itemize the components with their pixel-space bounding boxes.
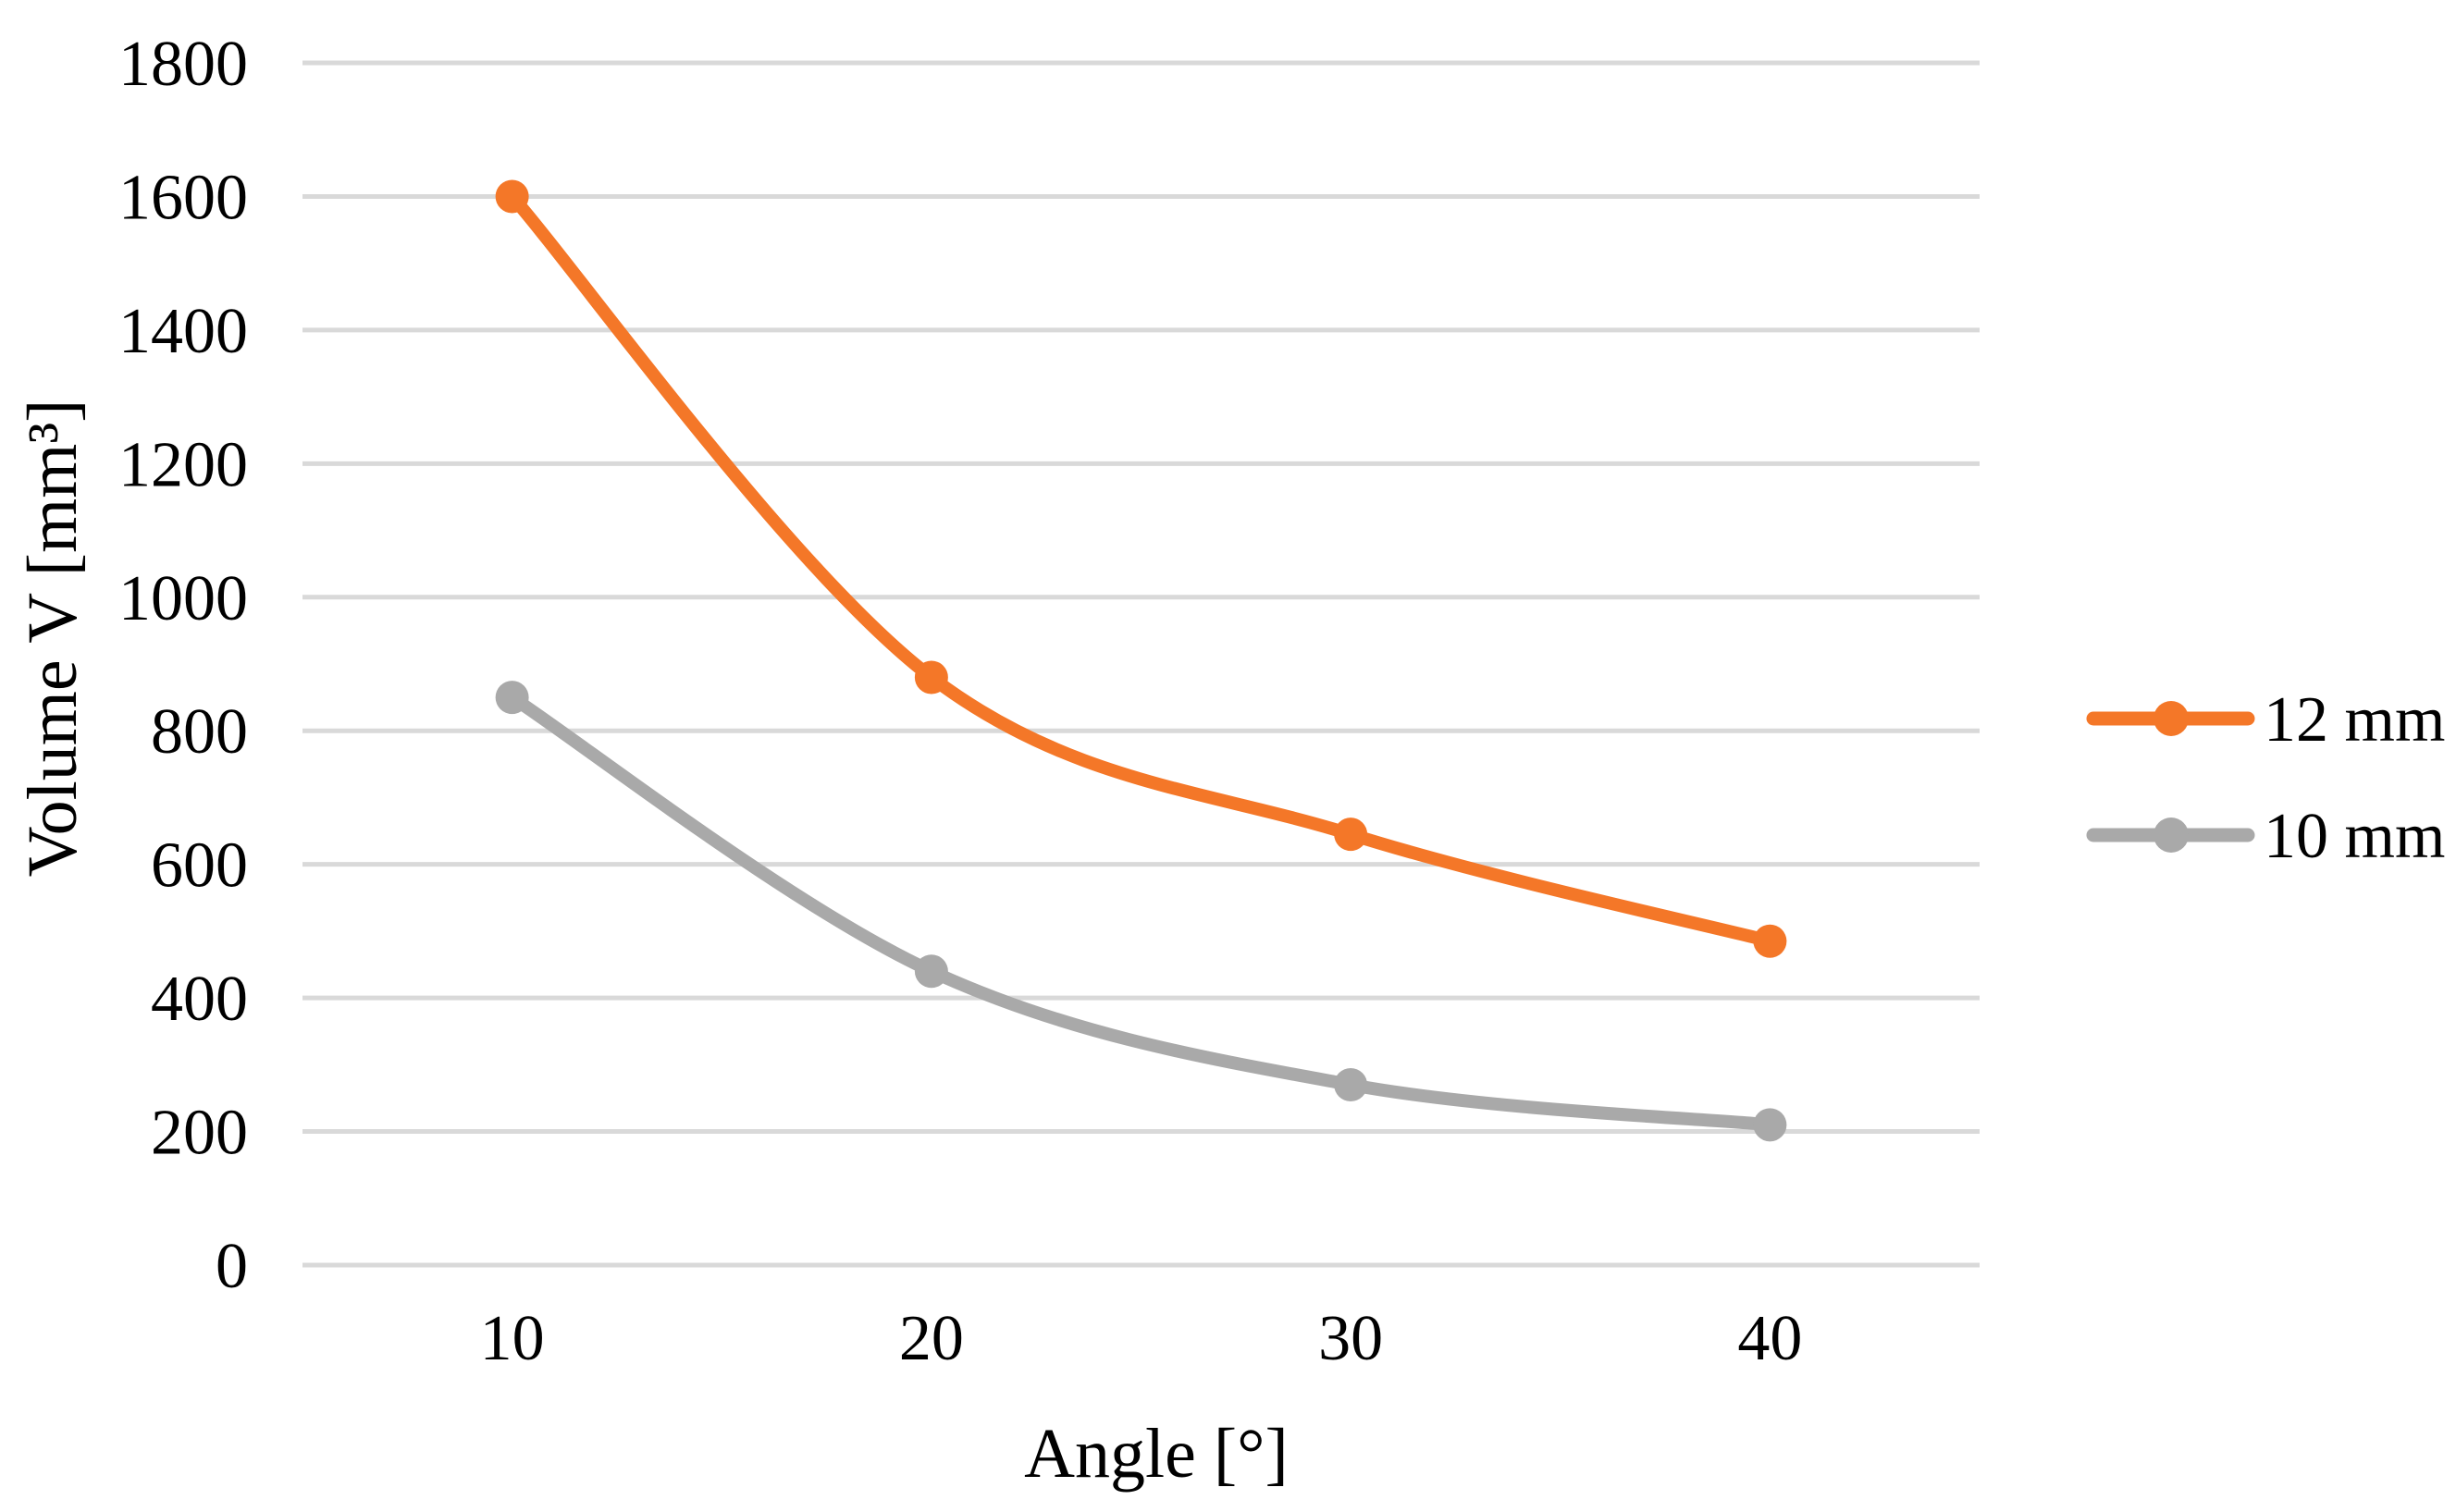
data-point-marker [495,681,529,715]
y-tick-label: 800 [151,696,248,768]
y-tick-label: 1800 [118,29,248,100]
legend-item-10mm: 10 mm [2086,801,2445,872]
x-axis-title: Angle [°] [1024,1415,1289,1493]
x-tick-label: 40 [1737,1303,1802,1374]
legend-label: 10 mm [2264,801,2445,872]
legend: 12 mm 10 mm [2086,684,2445,872]
series-line [505,691,1777,1132]
data-point-marker [1753,1108,1787,1142]
y-tick-label: 1400 [118,296,248,367]
y-tick-label: 200 [151,1098,248,1169]
y-tick-label: 1200 [118,429,248,500]
y-axis-tick-labels: 0 200 400 600 800 1000 1200 1400 1600 1800 [118,29,248,1302]
legend-circle-marker-icon [2154,701,2189,736]
series-12-mm [495,179,1787,958]
gridlines [302,60,1980,1268]
x-tick-label: 30 [1318,1303,1383,1374]
legend-label: 12 mm [2264,684,2445,756]
legend-item-12mm: 12 mm [2086,684,2445,756]
series-10-mm [495,681,1787,1142]
data-point-marker [914,954,948,989]
y-tick-label: 600 [151,830,248,902]
x-tick-label: 20 [899,1303,964,1374]
y-tick-label: 400 [151,964,248,1035]
x-axis-tick-labels: 10 20 30 40 [480,1303,1803,1374]
data-point-marker [1334,1068,1368,1101]
series-line [505,190,1777,948]
y-tick-label: 1600 [118,162,248,233]
y-axis-title: Volume V [mm³] [14,400,92,878]
x-tick-label: 10 [480,1303,545,1374]
y-tick-label: 1000 [118,563,248,634]
data-point-marker [1753,924,1787,958]
data-point-marker [1334,817,1368,852]
y-tick-label: 0 [216,1231,248,1302]
data-series [495,179,1787,1142]
data-point-marker [914,660,948,695]
data-point-marker [495,179,529,214]
legend-circle-marker-icon [2154,817,2189,853]
